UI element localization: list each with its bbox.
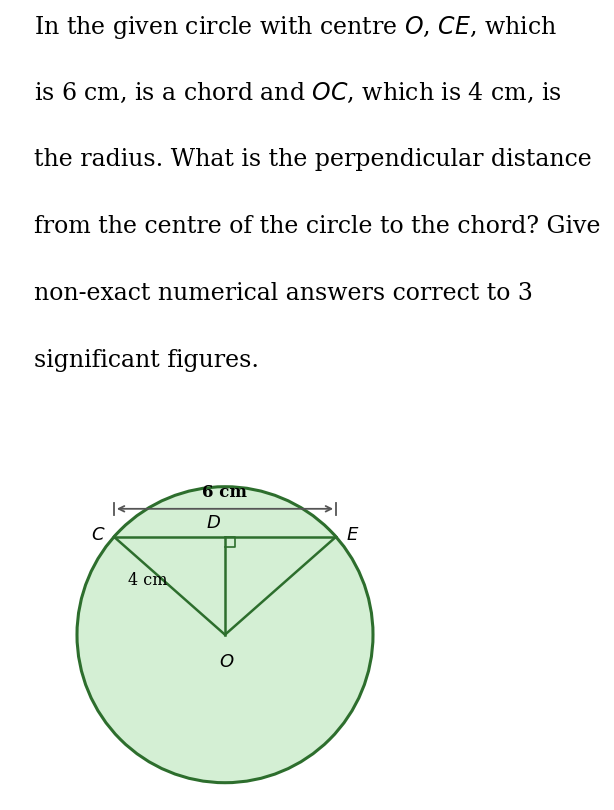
Text: significant figures.: significant figures. xyxy=(34,349,258,373)
Text: non-exact numerical answers correct to 3: non-exact numerical answers correct to 3 xyxy=(34,282,533,305)
Text: $E$: $E$ xyxy=(346,526,359,544)
Text: $O$: $O$ xyxy=(219,653,235,671)
Text: 4 cm: 4 cm xyxy=(128,572,167,589)
Text: $C$: $C$ xyxy=(91,526,106,544)
Text: In the given circle with centre $O$, $CE$, which: In the given circle with centre $O$, $CE… xyxy=(34,14,557,40)
Circle shape xyxy=(77,487,373,782)
Text: the radius. What is the perpendicular distance: the radius. What is the perpendicular di… xyxy=(34,148,591,171)
Text: from the centre of the circle to the chord? Give: from the centre of the circle to the cho… xyxy=(34,215,600,238)
Text: $D$: $D$ xyxy=(206,514,220,532)
Text: is 6 cm, is a chord and $OC$, which is 4 cm, is: is 6 cm, is a chord and $OC$, which is 4… xyxy=(34,81,561,104)
Text: 6 cm: 6 cm xyxy=(203,484,247,501)
